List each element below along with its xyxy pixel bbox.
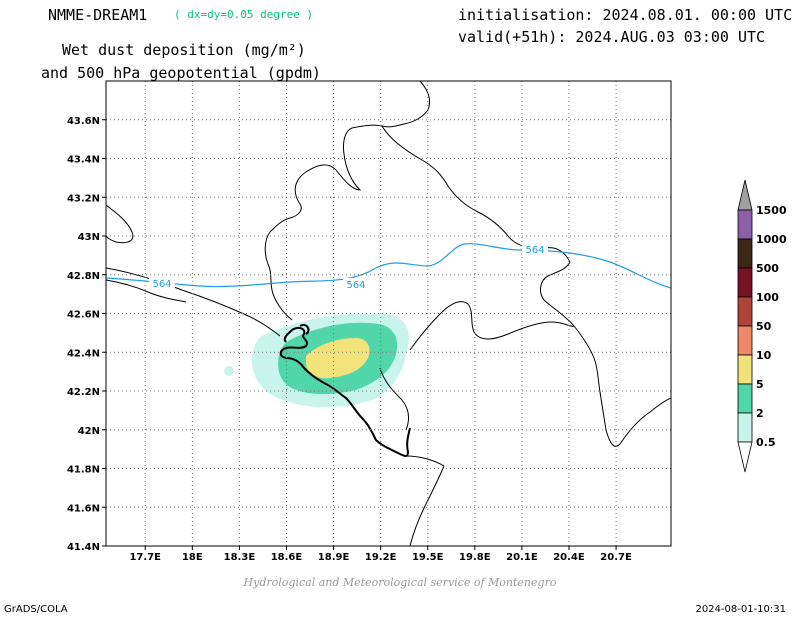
lat-tick-label: 42.8N: [67, 271, 100, 282]
contour-label-bg-1: [149, 277, 175, 290]
lon-tick-label: 18.9E: [318, 552, 350, 563]
legend-label: 0.5: [756, 436, 776, 449]
legend-swatch: [737, 412, 753, 443]
country-borders: [106, 81, 671, 546]
geopotential-contour-564: [106, 243, 671, 289]
product-title-line1: Wet dust deposition (mg/m²): [62, 41, 306, 59]
lat-tick-label: 42N: [78, 426, 100, 437]
lat-tick-label: 43N: [78, 232, 100, 243]
latitude-tick-labels: 43.6N 43.4N 43.2N 43N 42.8N 42.6N 42.4N 42.2N 42…: [67, 116, 100, 553]
contour-label-3: 564: [525, 245, 544, 256]
product-title-line2: and 500 hPa geopotential (gpdm): [41, 64, 321, 82]
lat-tick-label: 41.4N: [67, 542, 100, 553]
gridlines: [106, 81, 671, 546]
contour-label-bg-3: [522, 243, 548, 256]
montenegro-coastline: [279, 324, 411, 457]
map-area: [106, 81, 671, 546]
legend-swatch: [737, 296, 753, 327]
lon-tick-label: 20.1E: [506, 552, 538, 563]
legend-swatch: [737, 209, 753, 240]
legend-swatch: [737, 383, 753, 414]
render-timestamp: 2024-08-01-10:31: [695, 604, 786, 615]
legend-swatch: [737, 325, 753, 356]
lon-tick-label: 19.2E: [365, 552, 397, 563]
initialisation-time: initialisation: 2024.08.01. 00:00 UTC: [458, 6, 793, 24]
longitude-tick-labels: 17.7E 18E 18.3E 18.6E 18.9E 19.2E 19.5E 19.8E 20…: [102, 119, 632, 563]
legend-label: 50: [756, 320, 772, 333]
lon-tick-label: 18E: [182, 552, 203, 563]
lon-tick-label: 17.7E: [129, 552, 161, 563]
lat-tick-label: 42.4N: [67, 348, 100, 359]
model-resolution: ( dx=dy=0.05 degree ): [174, 8, 314, 21]
credit-line: Hydrological and Meteorological service …: [243, 576, 557, 589]
lon-tick-label: 20.4E: [553, 552, 585, 563]
legend-swatch: [737, 238, 753, 269]
lat-tick-label: 41.6N: [67, 503, 100, 514]
lon-tick-label: 20.7E: [600, 552, 632, 563]
deposition-shade-0.5-spot: [224, 366, 234, 376]
legend-label: 1000: [756, 233, 787, 246]
model-name: NMME-DREAM1: [48, 6, 148, 24]
legend-label: 10: [756, 349, 772, 362]
legend-label: 5: [756, 378, 764, 391]
lon-tick-label: 19.8E: [459, 552, 491, 563]
lat-tick-label: 43.6N: [67, 116, 100, 127]
lat-tick-label: 42.6N: [67, 310, 100, 321]
lon-tick-label: 18.3E: [224, 552, 256, 563]
legend-arrow-bottom: [737, 441, 753, 473]
software-label: GrADS/COLA: [4, 604, 68, 615]
legend-swatch: [737, 267, 753, 298]
lon-tick-label: 18.6E: [271, 552, 303, 563]
color-legend: 1500 1000 500 100 50 10 5 2 0.5: [737, 179, 787, 473]
legend-label: 100: [756, 291, 779, 304]
legend-swatch: [737, 354, 753, 385]
valid-time: valid(+51h): 2024.AUG.03 03:00 UTC: [458, 28, 766, 46]
deposition-shade-5: [306, 338, 370, 379]
contour-label-1: 564: [152, 279, 171, 290]
lat-tick-label: 43.2N: [67, 193, 100, 204]
legend-label: 500: [756, 262, 779, 275]
contour-label-bg-2: [343, 278, 369, 291]
contour-labels: 564 564 564: [149, 243, 548, 291]
lat-tick-label: 43.4N: [67, 155, 100, 166]
lat-tick-label: 41.8N: [67, 465, 100, 476]
contour-label-2: 564: [346, 280, 365, 291]
lon-tick-label: 19.5E: [412, 552, 444, 563]
legend-arrow-top: [737, 179, 753, 211]
legend-label: 1500: [756, 204, 787, 217]
legend-label: 2: [756, 407, 764, 420]
lat-tick-label: 42.2N: [67, 387, 100, 398]
